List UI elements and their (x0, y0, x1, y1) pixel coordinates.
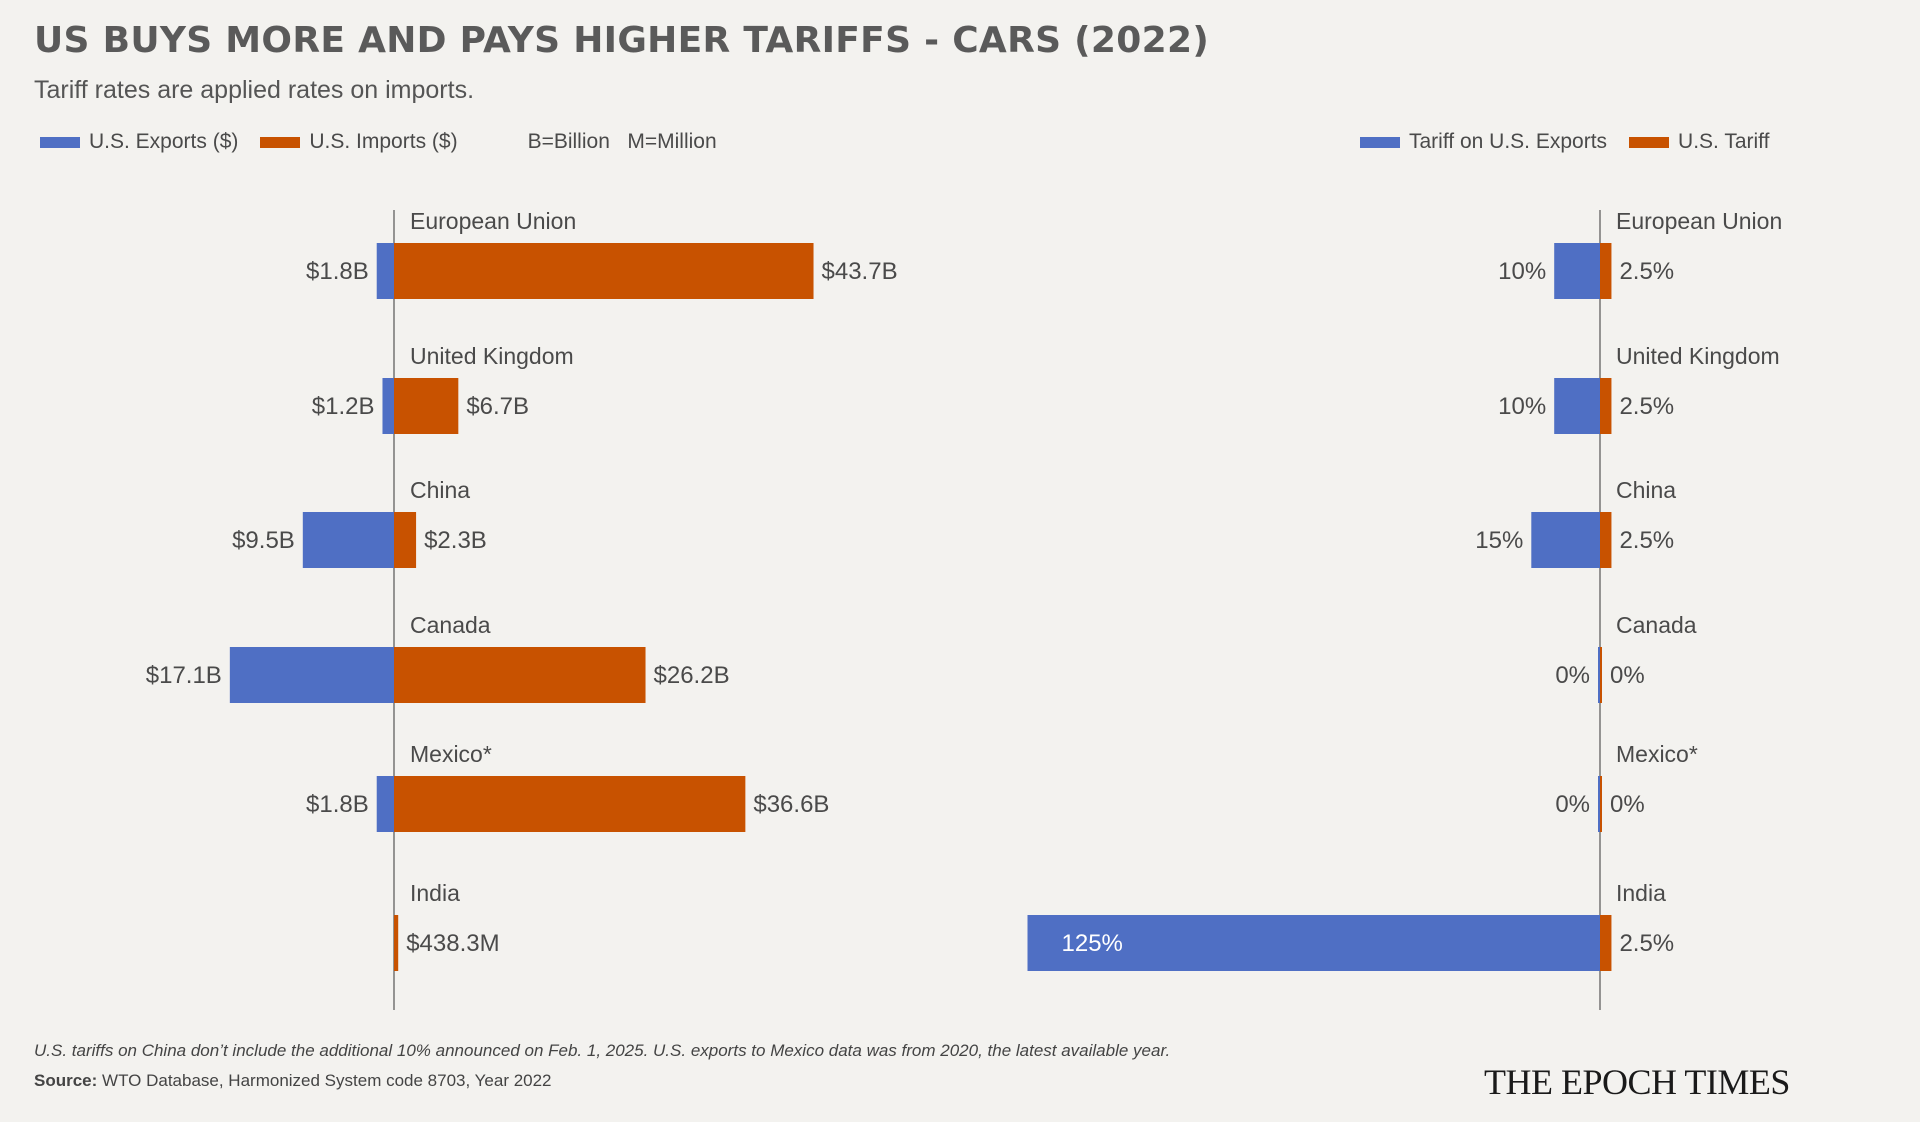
tariff-bar-left (1598, 647, 1600, 703)
tariff-bar-left (1531, 512, 1600, 568)
tariff-category-label: United Kingdom (1616, 343, 1780, 369)
trade-value-label-right: $43.7B (822, 258, 898, 285)
units-note: B=Billion M=Million (527, 130, 717, 153)
trade-value-label-left: $1.8B (306, 791, 369, 818)
tariff-bar-right (1600, 378, 1612, 434)
trade-bar-right (394, 915, 399, 971)
legend-item-imports: U.S. Imports ($) (260, 130, 458, 154)
trade-bar-right (394, 378, 459, 434)
source-text: WTO Database, Harmonized System code 870… (97, 1071, 552, 1090)
trade-value-label-right: $26.2B (654, 662, 730, 689)
tariff-category-label: India (1616, 880, 1666, 906)
brand-logo: THE EPOCH TIMES (1484, 1062, 1790, 1102)
chart-canvas: European Union $1.8B $43.7B United Kingdom $… (146, 208, 1782, 1010)
tariff-category-label: China (1616, 477, 1676, 503)
legend-tariff: Tariff on U.S. Exports U.S. Tariff (1360, 130, 1791, 154)
trade-category-label: Canada (410, 612, 491, 638)
tariff-bar-left (1027, 915, 1600, 971)
legend-label-imports: U.S. Imports ($) (309, 130, 458, 153)
trade-value-label-right: $36.6B (753, 791, 829, 818)
tariff-category-label: Canada (1616, 612, 1697, 638)
tariff-value-label-right: 2.5% (1619, 258, 1674, 285)
source-label: Source: (34, 1071, 98, 1090)
trade-value-label-left: $1.8B (306, 258, 369, 285)
trade-bar-right (394, 776, 746, 832)
trade-bar-left (376, 243, 394, 299)
tariff-value-label-right: 0% (1610, 662, 1645, 689)
tariff-bar-right (1600, 647, 1602, 703)
legend-swatch-orange (260, 136, 301, 148)
trade-bar-right (394, 512, 417, 568)
tariff-bar-left (1554, 378, 1600, 434)
trade-value-label-right: $438.3M (406, 930, 499, 957)
trade-value-label-left: $9.5B (232, 527, 295, 554)
legend-item-us-tariff: U.S. Tariff (1629, 130, 1769, 154)
chart-title: US BUYS MORE AND PAYS HIGHER TARIFFS - C… (34, 20, 1210, 61)
trade-category-label: United Kingdom (410, 343, 574, 369)
trade-category-label: India (410, 880, 460, 906)
tariff-bar-right (1600, 512, 1612, 568)
trade-category-label: China (410, 477, 470, 503)
legend-swatch-blue (40, 136, 80, 148)
tariff-value-label-left: 125% (1062, 930, 1123, 957)
source-line: Source: WTO Database, Harmonized System … (34, 1071, 552, 1091)
legend-swatch-orange (1629, 136, 1670, 148)
tariff-bar-left (1554, 243, 1600, 299)
tariff-bar-left (1598, 776, 1600, 832)
trade-category-label: Mexico* (410, 741, 492, 767)
tariff-value-label-left: 0% (1555, 662, 1590, 689)
legend-trade: U.S. Exports ($) U.S. Imports ($) B=Bill… (40, 130, 717, 154)
trade-category-label: European Union (410, 208, 576, 234)
trade-value-label-right: $2.3B (424, 527, 487, 554)
tariff-value-label-right: 0% (1610, 791, 1645, 818)
trade-bar-left (302, 512, 394, 568)
trade-bar-left (382, 378, 394, 434)
tariff-value-label-left: 10% (1498, 258, 1546, 285)
tariff-bar-right (1600, 915, 1612, 971)
trade-bar-right (394, 647, 646, 703)
legend-label-tariff-exports: Tariff on U.S. Exports (1409, 130, 1608, 153)
legend-swatch-blue (1360, 136, 1400, 148)
trade-value-label-left: $1.2B (312, 393, 375, 420)
footnote: U.S. tariffs on China don’t include the … (34, 1041, 1171, 1060)
tariff-value-label-left: 10% (1498, 393, 1546, 420)
tariff-bar-right (1600, 776, 1602, 832)
tariff-value-label-left: 15% (1475, 527, 1523, 554)
tariff-value-label-right: 2.5% (1619, 393, 1674, 420)
legend-label-us-tariff: U.S. Tariff (1678, 130, 1770, 153)
trade-bar-right (394, 243, 814, 299)
tariff-value-label-right: 2.5% (1619, 930, 1674, 957)
trade-bar-left (229, 647, 394, 703)
legend-label-exports: U.S. Exports ($) (89, 130, 239, 153)
tariff-value-label-left: 0% (1555, 791, 1590, 818)
trade-value-label-left: $17.1B (146, 662, 222, 689)
trade-value-label-right: $6.7B (466, 393, 529, 420)
tariff-category-label: Mexico* (1616, 741, 1698, 767)
tariff-bar-right (1600, 243, 1612, 299)
tariff-value-label-right: 2.5% (1619, 527, 1674, 554)
trade-bar-left (376, 776, 394, 832)
legend-item-exports: U.S. Exports ($) (40, 130, 238, 154)
chart-subtitle: Tariff rates are applied rates on import… (34, 76, 475, 104)
legend-item-tariff-exports: Tariff on U.S. Exports (1360, 130, 1607, 154)
tariff-category-label: European Union (1616, 208, 1782, 234)
